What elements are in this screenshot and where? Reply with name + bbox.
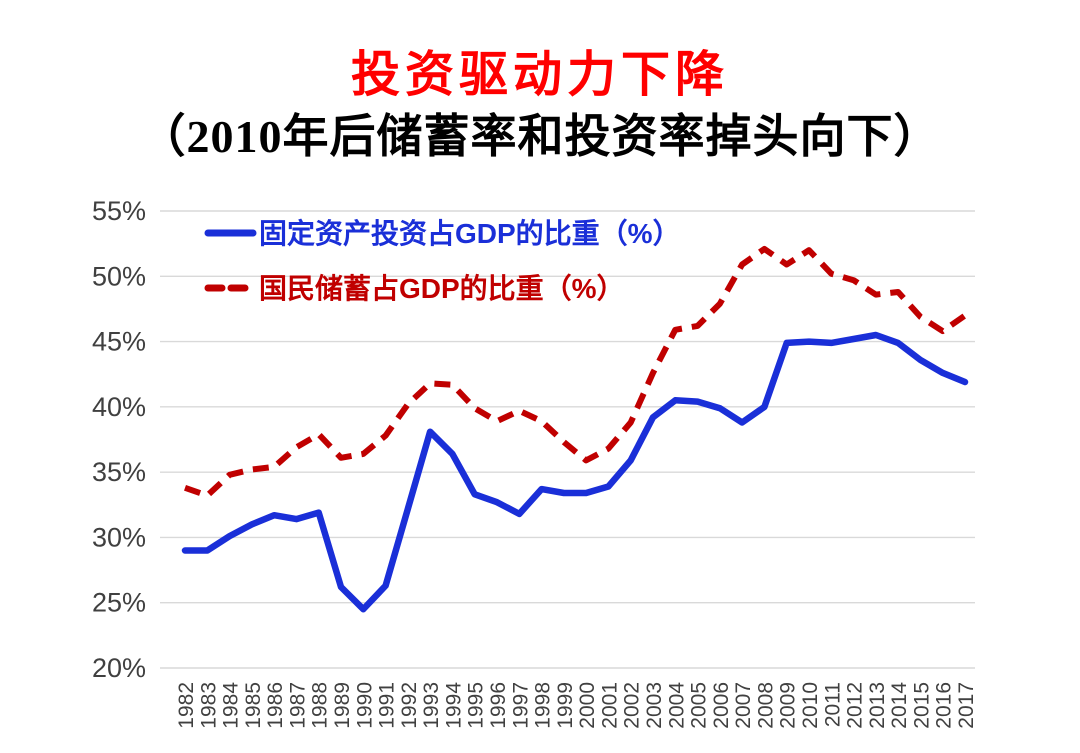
x-axis-label: 1986 bbox=[264, 682, 287, 729]
x-axis-label: 2010 bbox=[799, 682, 822, 729]
x-axis-label: 1989 bbox=[331, 682, 354, 729]
x-axis-label: 2004 bbox=[665, 682, 688, 729]
y-axis-label: 50% bbox=[92, 261, 146, 291]
y-axis-label: 35% bbox=[92, 457, 146, 487]
x-axis-label: 2013 bbox=[866, 682, 889, 729]
x-axis-label: 1984 bbox=[220, 682, 243, 729]
x-axis-label: 2008 bbox=[754, 682, 777, 729]
y-axis-label: 40% bbox=[92, 392, 146, 422]
legend-item-investment: 固定资产投资占GDP的比重（%） bbox=[204, 217, 681, 249]
x-axis-label: 2012 bbox=[844, 682, 867, 729]
savings-line bbox=[184, 245, 967, 499]
x-axis-label: 2006 bbox=[710, 682, 733, 729]
y-axis-label: 45% bbox=[92, 327, 146, 357]
x-axis-label: 2005 bbox=[688, 682, 711, 729]
x-axis-label: 1998 bbox=[532, 682, 555, 729]
x-axis-label: 2002 bbox=[621, 682, 644, 729]
x-axis-label: 2016 bbox=[933, 682, 956, 729]
x-axis-label: 2015 bbox=[910, 682, 933, 729]
y-axis-label: 55% bbox=[92, 196, 146, 226]
x-axis-label: 1996 bbox=[487, 682, 510, 729]
legend-label-investment: 固定资产投资占GDP的比重（%） bbox=[259, 217, 681, 249]
y-axis-label: 25% bbox=[92, 588, 146, 618]
x-axis-label: 1985 bbox=[242, 682, 265, 729]
legend-label-savings: 国民储蓄占GDP的比重（%） bbox=[259, 272, 625, 304]
x-axis-label: 1992 bbox=[398, 682, 421, 729]
x-axis-label: 2003 bbox=[643, 682, 666, 729]
x-axis-label: 1997 bbox=[509, 682, 532, 729]
x-axis-label: 2001 bbox=[598, 682, 621, 729]
line-chart: 20% 25% 30% 35% 40% 45% 50% 55% 1982 1983 1984 1985… bbox=[92, 196, 978, 729]
legend-item-savings: 国民储蓄占GDP的比重（%） bbox=[204, 272, 625, 304]
x-axis-label: 1995 bbox=[465, 682, 488, 729]
x-axis-label: 2011 bbox=[821, 682, 844, 727]
investment-line bbox=[181, 331, 969, 613]
x-axis-label: 1990 bbox=[353, 682, 376, 729]
chart-subtitle: （2010年后储蓄率和投资率掉头向下） bbox=[139, 111, 941, 162]
x-axis-label: 1999 bbox=[554, 682, 577, 729]
y-axis-label: 30% bbox=[92, 522, 146, 552]
x-axis-label: 2017 bbox=[955, 682, 978, 729]
x-axis-label: 1991 bbox=[376, 682, 399, 729]
x-axis-label: 1988 bbox=[309, 682, 332, 729]
x-axis-label: 2014 bbox=[888, 682, 911, 729]
x-axis-label: 1982 bbox=[175, 682, 198, 729]
x-axis-label: 1983 bbox=[197, 682, 220, 729]
x-axis-label: 2009 bbox=[777, 682, 800, 729]
chart-title: 投资驱动力下降 bbox=[350, 47, 729, 102]
x-axis-label: 2000 bbox=[576, 682, 599, 729]
x-axis-label: 2007 bbox=[732, 682, 755, 729]
x-axis-label: 1987 bbox=[286, 682, 309, 729]
y-axis-label: 20% bbox=[92, 653, 146, 683]
x-axis-label: 1994 bbox=[442, 682, 465, 729]
x-axis-label: 1993 bbox=[420, 682, 443, 729]
